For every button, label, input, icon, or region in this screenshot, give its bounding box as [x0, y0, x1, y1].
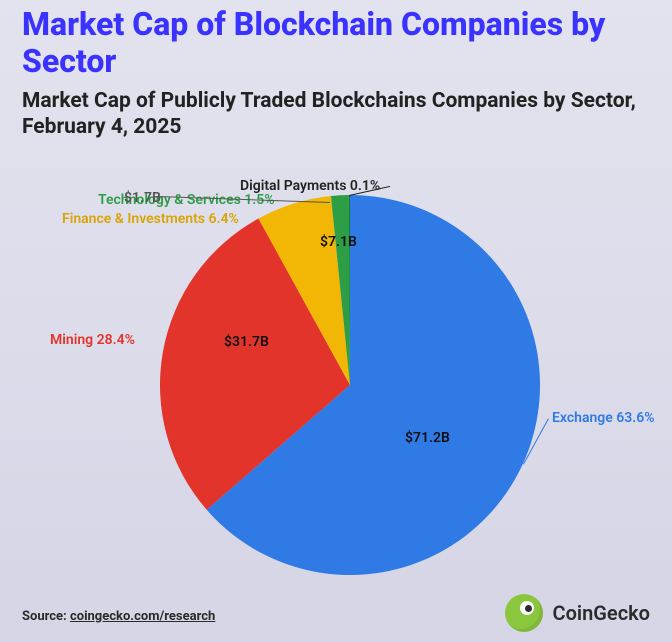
source-footer: Source: coingecko.com/research [22, 609, 215, 624]
pie-chart [158, 193, 542, 577]
category-label: Mining 28.4% [50, 332, 135, 348]
brand: CoinGecko [505, 594, 650, 632]
source-link[interactable]: coingecko.com/research [70, 609, 215, 624]
source-label: Source: [22, 609, 67, 624]
value-label: $7.1B [320, 234, 357, 250]
page-title: Market Cap of Blockchain Companies by Se… [22, 6, 642, 80]
brand-name: CoinGecko [553, 601, 650, 625]
value-label: $31.7B [224, 334, 269, 350]
category-label: Exchange 63.6% [552, 410, 655, 426]
page-subtitle: Market Cap of Publicly Traded Blockchain… [22, 88, 642, 141]
chart-container: Market Cap of Blockchain Companies by Se… [0, 0, 672, 642]
value-label: $1.7B [124, 190, 161, 206]
gecko-icon [505, 594, 543, 632]
category-label: Finance & Investments 6.4% [62, 211, 239, 227]
value-label: $71.2B [405, 430, 450, 446]
